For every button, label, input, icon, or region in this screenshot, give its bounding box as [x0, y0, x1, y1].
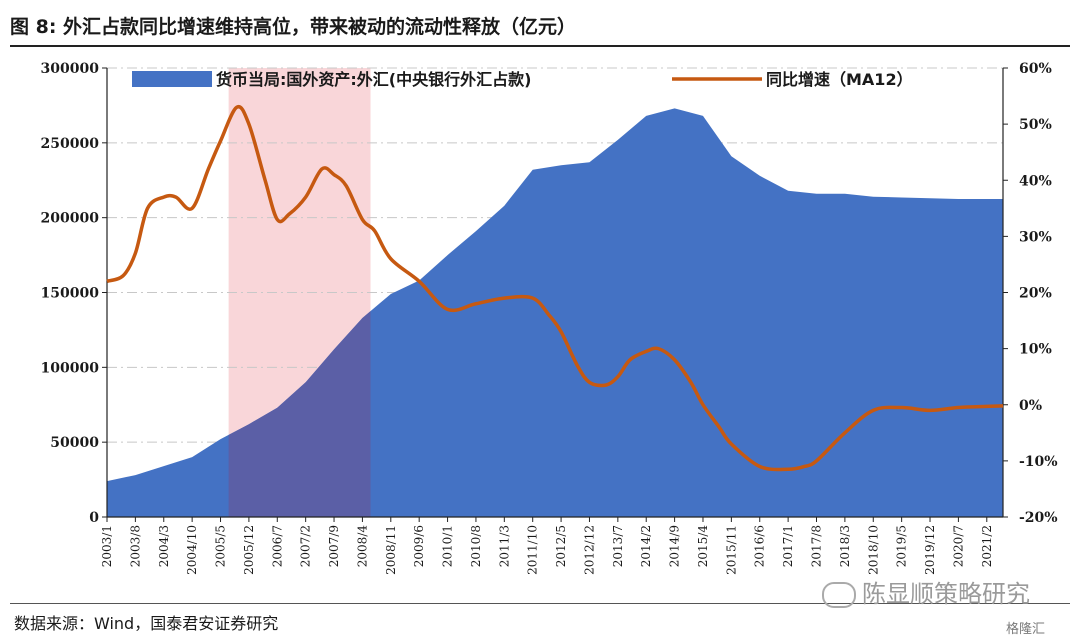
- x-tick-label: 2017/1: [781, 525, 795, 567]
- right-tick-label: 50%: [1019, 117, 1052, 133]
- x-tick-label: 2014/2: [639, 525, 653, 567]
- legend-label-reserves: 货币当局:国外资产:外汇(中央银行外汇占款): [216, 70, 531, 89]
- x-tick-label: 2019/5: [895, 525, 909, 567]
- wechat-icon: [822, 582, 856, 608]
- right-tick-label: -10%: [1019, 454, 1058, 470]
- x-tick-label: 2015/4: [696, 525, 710, 568]
- x-tick-label: 2009/6: [412, 525, 426, 567]
- title-divider: [10, 45, 1070, 47]
- x-tick-label: 2008/4: [355, 525, 369, 568]
- right-tick-label: 30%: [1019, 229, 1052, 245]
- left-tick-label: 200000: [41, 211, 100, 227]
- x-tick-label: 2008/11: [384, 525, 398, 575]
- left-tick-label: 0: [89, 510, 99, 526]
- x-tick-label: 2006/7: [270, 525, 284, 567]
- watermark-text: 陈显顺策略研究: [862, 580, 1030, 608]
- x-tick-label: 2003/8: [128, 525, 142, 567]
- x-tick-label: 2007/2: [299, 525, 313, 567]
- legend-swatch-reserves: [132, 71, 212, 87]
- axes: 0 50000 100000 150000 200000 250000 300000 -20%…: [41, 61, 1058, 575]
- x-tick-label: 2011/3: [497, 525, 511, 567]
- x-tick-label: 2015/11: [724, 525, 738, 575]
- x-tick-label: 2005/12: [242, 525, 256, 575]
- source-note: 数据来源：Wind，国泰君安证券研究: [14, 614, 279, 633]
- left-tick-label: 50000: [50, 435, 99, 451]
- x-tick-label: 2016/6: [753, 525, 767, 567]
- x-tick-label: 2007/9: [327, 525, 341, 567]
- x-tick-label: 2018/3: [838, 525, 852, 567]
- right-tick-label: 40%: [1019, 173, 1052, 189]
- left-tick-label: 250000: [41, 136, 100, 152]
- right-tick-label: 0%: [1019, 398, 1042, 414]
- legend: 货币当局:国外资产:外汇(中央银行外汇占款) 同比增速（MA12）: [132, 70, 913, 89]
- x-tick-label: 2012/5: [554, 525, 568, 567]
- left-tick-label: 150000: [41, 286, 100, 302]
- right-tick-label: 20%: [1019, 286, 1052, 302]
- figure-title: 图 8: 外汇占款同比增速维持高位，带来被动的流动性释放（亿元）: [10, 16, 577, 38]
- x-tick-label: 2018/10: [866, 525, 880, 575]
- x-tick-label: 2003/1: [100, 525, 114, 567]
- legend-label-growth: 同比增速（MA12）: [766, 70, 913, 89]
- watermark: 陈显顺策略研究: [822, 574, 1030, 608]
- right-tick-label: 60%: [1019, 61, 1052, 77]
- x-tick-label: 2011/10: [526, 525, 540, 575]
- x-tick-label: 2005/5: [214, 525, 228, 567]
- x-tick-label: 2021/2: [980, 525, 994, 567]
- left-tick-label: 100000: [41, 360, 100, 376]
- x-tick-label: 2020/7: [951, 525, 965, 567]
- growth-line: [106, 104, 1004, 472]
- right-tick-label: -20%: [1019, 510, 1058, 526]
- x-tick-label: 2014/9: [668, 525, 682, 567]
- right-tick-label: 10%: [1019, 342, 1052, 358]
- x-tick-label: 2017/8: [810, 525, 824, 567]
- x-tick-label: 2010/8: [469, 525, 483, 567]
- x-tick-label: 2012/12: [582, 525, 596, 575]
- x-tick-label: 2004/10: [185, 525, 199, 575]
- x-tick-label: 2013/7: [611, 525, 625, 567]
- highlight-overlap: [228, 311, 371, 517]
- left-tick-label: 300000: [41, 61, 100, 77]
- x-tick-label: 2004/3: [157, 525, 171, 567]
- footer-divider: [10, 603, 1070, 604]
- corner-logo: 格隆汇: [1006, 622, 1046, 637]
- x-tick-label: 2010/1: [441, 525, 455, 567]
- x-tick-label: 2019/12: [923, 525, 937, 575]
